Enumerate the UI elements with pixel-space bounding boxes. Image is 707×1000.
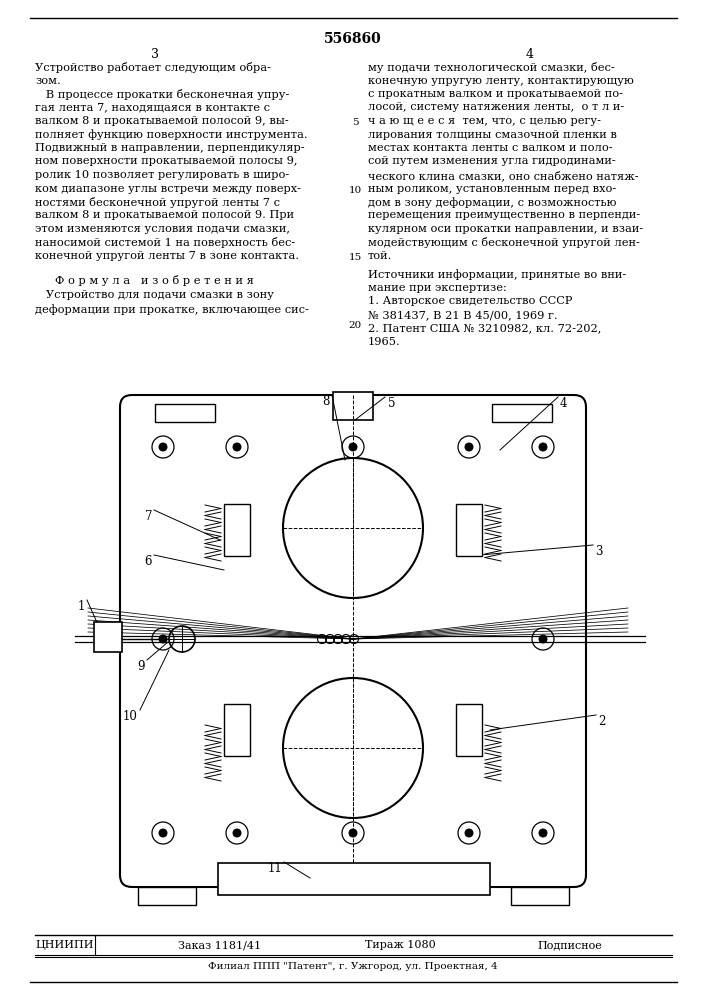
Text: Заказ 1181/41: Заказ 1181/41 (178, 940, 262, 950)
Text: ролик 10 позволяет регулировать в широ-: ролик 10 позволяет регулировать в широ- (35, 170, 289, 180)
Circle shape (349, 829, 357, 837)
Text: Подписное: Подписное (537, 940, 602, 950)
Text: 2: 2 (598, 715, 605, 728)
Text: деформации при прокатке, включающее сис-: деформации при прокатке, включающее сис- (35, 304, 309, 315)
Text: наносимой системой 1 на поверхность бес-: наносимой системой 1 на поверхность бес- (35, 237, 296, 248)
Text: Устройство работает следующим обра-: Устройство работает следующим обра- (35, 62, 271, 73)
Text: 8: 8 (322, 395, 330, 408)
Text: с прокатным валком и прокатываемой по-: с прокатным валком и прокатываемой по- (368, 89, 623, 99)
Text: 15: 15 (349, 253, 361, 262)
Text: ком диапазоне углы встречи между поверх-: ком диапазоне углы встречи между поверх- (35, 184, 301, 194)
Text: 1965.: 1965. (368, 337, 401, 347)
Text: перемещения преимущественно в перпенди-: перемещения преимущественно в перпенди- (368, 211, 641, 221)
Bar (333, 392, 373, 420)
Bar (94, 622, 122, 652)
Text: В процессе прокатки бесконечная упру-: В процессе прокатки бесконечная упру- (35, 89, 289, 100)
Text: ческого клина смазки, оно снабжено натяж-: ческого клина смазки, оно снабжено натяж… (368, 170, 638, 181)
Text: ЦНИИПИ: ЦНИИПИ (35, 940, 93, 950)
Text: конечной упругой ленты 7 в зоне контакта.: конечной упругой ленты 7 в зоне контакта… (35, 251, 299, 261)
Text: Тираж 1080: Тираж 1080 (365, 940, 436, 950)
Circle shape (159, 635, 167, 643)
Text: Источники информации, принятые во вни-: Источники информации, принятые во вни- (368, 269, 626, 280)
Text: 556860: 556860 (324, 32, 382, 46)
Circle shape (230, 528, 244, 542)
Bar (492, 404, 552, 422)
Text: 2. Патент США № 3210982, кл. 72-202,: 2. Патент США № 3210982, кл. 72-202, (368, 324, 602, 334)
Text: мание при экспертизе:: мание при экспертизе: (368, 283, 507, 293)
Text: лосой, систему натяжения ленты,  о т л и-: лосой, систему натяжения ленты, о т л и- (368, 103, 624, 112)
Circle shape (230, 728, 244, 742)
Text: Устройство для подачи смазки в зону: Устройство для подачи смазки в зону (35, 290, 274, 300)
Text: Филиал ППП "Патент", г. Ужгород, ул. Проектная, 4: Филиал ППП "Патент", г. Ужгород, ул. Про… (208, 962, 498, 971)
Text: местах контакта ленты с валком и поло-: местах контакта ленты с валком и поло- (368, 143, 613, 153)
Text: му подачи технологической смазки, бес-: му подачи технологической смазки, бес- (368, 62, 615, 73)
Circle shape (349, 443, 357, 451)
Text: валком 8 и прокатываемой полосой 9, вы-: валком 8 и прокатываемой полосой 9, вы- (35, 116, 288, 126)
Bar (155, 404, 215, 422)
Text: 1. Авторское свидетельство СССР: 1. Авторское свидетельство СССР (368, 296, 573, 306)
Text: 10: 10 (123, 710, 138, 723)
Circle shape (159, 829, 167, 837)
Text: 7: 7 (144, 510, 152, 523)
Circle shape (159, 443, 167, 451)
Text: модействующим с бесконечной упругой лен-: модействующим с бесконечной упругой лен- (368, 237, 640, 248)
Circle shape (462, 528, 476, 542)
Text: 11: 11 (267, 862, 282, 875)
Circle shape (465, 443, 473, 451)
Bar (218, 863, 490, 895)
Text: № 381437, В 21 В 45/00, 1969 г.: № 381437, В 21 В 45/00, 1969 г. (368, 310, 558, 320)
Text: 3: 3 (151, 48, 159, 61)
Text: 5: 5 (388, 397, 395, 410)
Text: этом изменяются условия подачи смазки,: этом изменяются условия подачи смазки, (35, 224, 290, 234)
Text: гая лента 7, находящаяся в контакте с: гая лента 7, находящаяся в контакте с (35, 103, 270, 112)
FancyBboxPatch shape (120, 395, 586, 887)
Text: 6: 6 (144, 555, 152, 568)
Bar (138, 887, 196, 905)
Circle shape (539, 443, 547, 451)
Bar (224, 504, 250, 556)
Text: 3: 3 (595, 545, 602, 558)
Text: Подвижный в направлении, перпендикуляр-: Подвижный в направлении, перпендикуляр- (35, 143, 305, 153)
Text: 9: 9 (137, 660, 145, 673)
Text: 4: 4 (560, 397, 568, 410)
Bar (456, 504, 482, 556)
Circle shape (462, 728, 476, 742)
Bar (456, 704, 482, 756)
Text: ным роликом, установленным перед вхо-: ным роликом, установленным перед вхо- (368, 184, 617, 194)
Circle shape (539, 635, 547, 643)
Text: конечную упругую ленту, контактирующую: конечную упругую ленту, контактирующую (368, 76, 634, 86)
Text: Ф о р м у л а   и з о б р е т е н и я: Ф о р м у л а и з о б р е т е н и я (55, 274, 254, 286)
Text: сой путем изменения угла гидродинами-: сой путем изменения угла гидродинами- (368, 156, 616, 166)
Text: 20: 20 (349, 321, 361, 330)
Text: дом в зону деформации, с возможностью: дом в зону деформации, с возможностью (368, 197, 617, 208)
Text: 1: 1 (78, 600, 85, 613)
Text: 10: 10 (349, 186, 361, 195)
Circle shape (539, 829, 547, 837)
Text: полняет функцию поверхности инструмента.: полняет функцию поверхности инструмента. (35, 129, 308, 140)
Bar (511, 887, 569, 905)
Bar (224, 704, 250, 756)
Text: лирования толщины смазочной пленки в: лирования толщины смазочной пленки в (368, 129, 617, 139)
Text: кулярном оси прокатки направлении, и взаи-: кулярном оси прокатки направлении, и вза… (368, 224, 643, 234)
Text: зом.: зом. (35, 76, 61, 86)
Circle shape (233, 829, 241, 837)
Text: 4: 4 (526, 48, 534, 61)
Text: той.: той. (368, 251, 392, 261)
Circle shape (233, 443, 241, 451)
Text: валком 8 и прокатываемой полосой 9. При: валком 8 и прокатываемой полосой 9. При (35, 211, 294, 221)
Text: ном поверхности прокатываемой полосы 9,: ном поверхности прокатываемой полосы 9, (35, 156, 298, 166)
Circle shape (465, 829, 473, 837)
Text: ч а ю щ е е с я  тем, что, с целью регу-: ч а ю щ е е с я тем, что, с целью регу- (368, 116, 601, 126)
Text: ностями бесконечной упругой ленты 7 с: ностями бесконечной упругой ленты 7 с (35, 197, 280, 208)
Text: 5: 5 (351, 118, 358, 127)
